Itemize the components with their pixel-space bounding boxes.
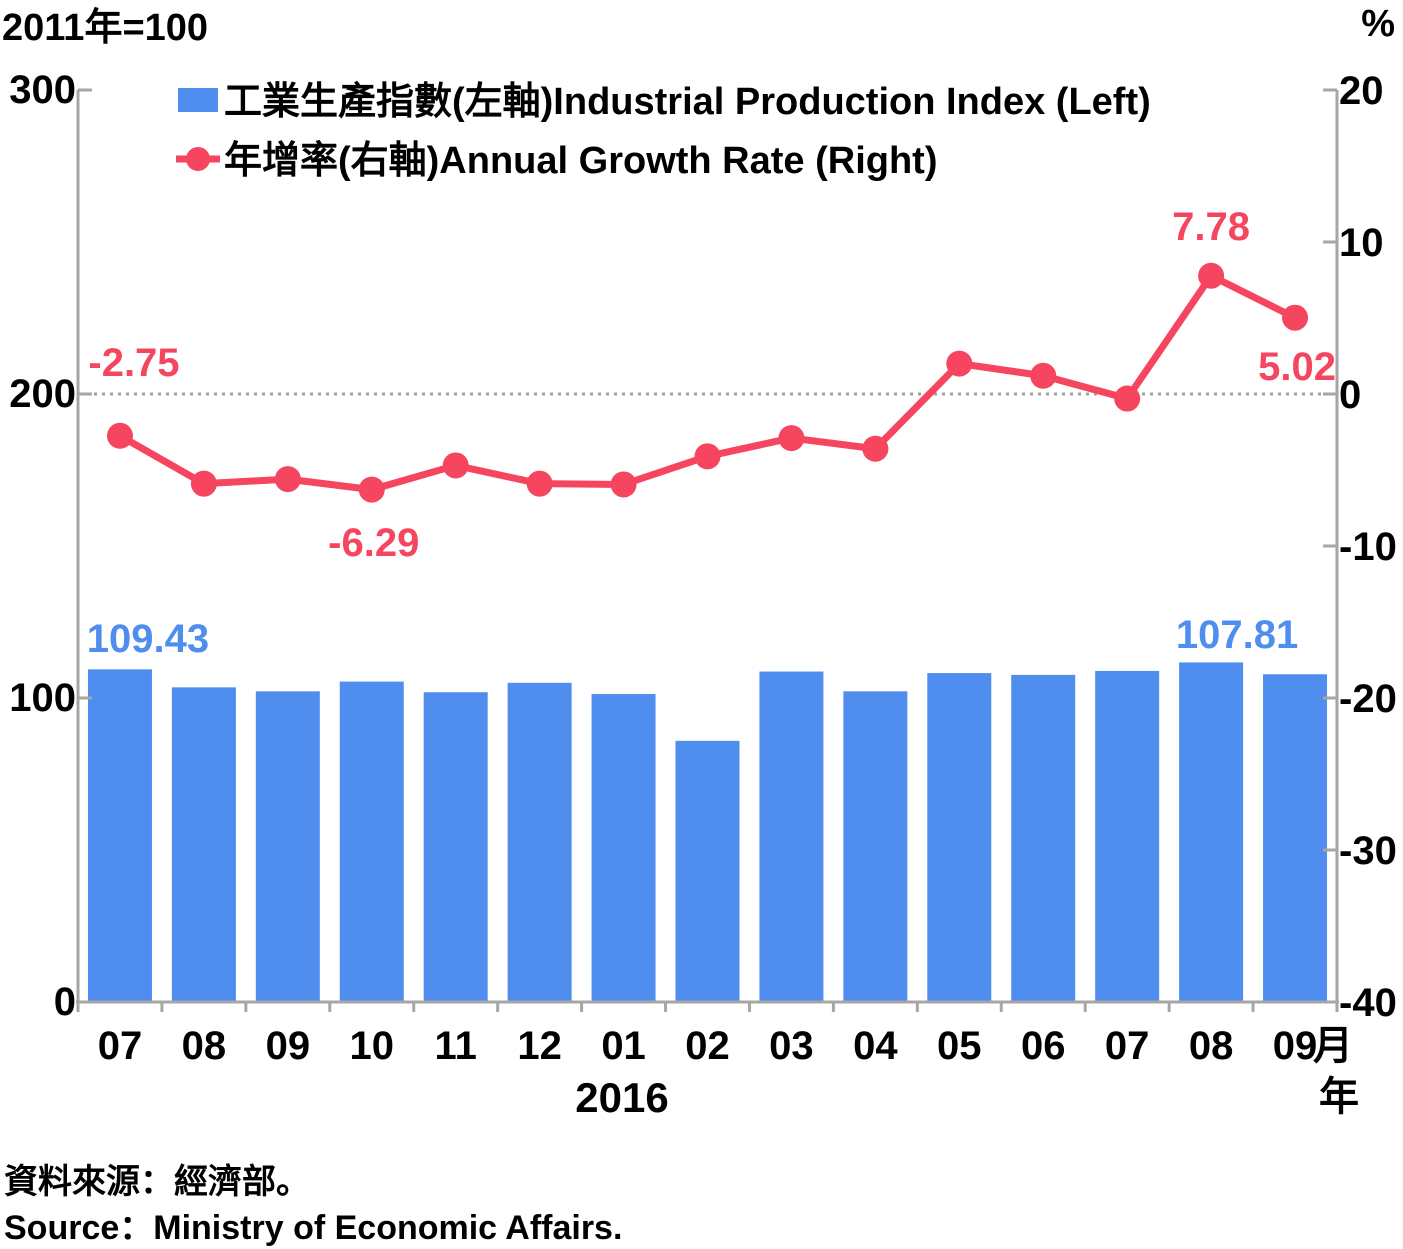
legend-label-bar: 工業生產指數(左軸)Industrial Production Index (L… <box>224 80 1151 123</box>
legend: 工業生產指數(左軸)Industrial Production Index (L… <box>176 80 1151 182</box>
line-data-label-0: -2.75 <box>88 341 179 385</box>
growth-rate-point-2 <box>274 466 301 493</box>
growth-rate-point-1 <box>190 470 217 497</box>
bar-2 <box>255 691 320 1002</box>
source-note-en: Source：Ministry of Economic Affairs. <box>4 1209 623 1247</box>
x-tick-label-9: 04 <box>853 1024 898 1068</box>
growth-rate-point-11 <box>1030 362 1057 389</box>
bar-5 <box>507 682 572 1002</box>
left-tick-label-2: 200 <box>9 372 76 416</box>
right-tick-label-0: -40 <box>1339 981 1397 1025</box>
x-tick-label-11: 06 <box>1021 1024 1066 1068</box>
line-data-label-3: -6.29 <box>328 521 419 565</box>
bar-1 <box>171 687 236 1002</box>
bar-10 <box>927 673 992 1002</box>
bar-12 <box>1095 670 1160 1002</box>
bar-series <box>87 662 1328 1002</box>
left-unit-label: 2011年=100 <box>2 7 208 49</box>
bar-13 <box>1179 662 1244 1002</box>
year-unit-label: 年 <box>1319 1075 1359 1119</box>
growth-rate-point-12 <box>1114 385 1141 412</box>
bar-7 <box>675 740 740 1002</box>
right-tick-label-3: -10 <box>1339 525 1397 569</box>
bar-4 <box>423 692 488 1002</box>
x-tick-label-1: 08 <box>182 1024 227 1068</box>
bar-11 <box>1011 674 1076 1002</box>
growth-rate-point-3 <box>358 476 385 503</box>
x-tick-label-0: 07 <box>98 1024 143 1068</box>
x-tick-label-6: 01 <box>601 1024 646 1068</box>
growth-rate-point-8 <box>778 425 805 452</box>
bar-8 <box>759 671 824 1002</box>
left-tick-label-3: 300 <box>9 68 76 112</box>
bar-data-label-0: 109.43 <box>87 617 209 661</box>
data-labels: 109.43 107.81 -2.75 -6.29 7.78 5.02 <box>87 205 1336 661</box>
growth-rate-point-13 <box>1198 262 1225 289</box>
year-label: 2016 <box>575 1074 668 1121</box>
right-tick-label-1: -30 <box>1339 829 1397 873</box>
line-data-label-14: 5.02 <box>1258 345 1336 389</box>
x-tick-label-4: 11 <box>435 1024 477 1068</box>
x-tick-label-5: 12 <box>517 1024 562 1068</box>
right-tick-label-4: 0 <box>1339 373 1361 417</box>
growth-rate-point-0 <box>106 422 133 449</box>
growth-rate-point-9 <box>862 435 889 462</box>
line-series <box>106 262 1309 503</box>
line-data-label-13: 7.78 <box>1172 205 1250 249</box>
bar-3 <box>339 681 404 1002</box>
bar-data-label-14: 107.81 <box>1176 613 1298 657</box>
x-tick-label-14: 09 <box>1273 1024 1318 1068</box>
x-tick-label-12: 07 <box>1105 1024 1150 1068</box>
left-tick-label-0: 0 <box>54 980 76 1024</box>
x-tick-label-10: 05 <box>937 1024 982 1068</box>
source-note-zh: 資料來源：經濟部。 <box>4 1163 310 1201</box>
x-tick-label-13: 08 <box>1189 1024 1234 1068</box>
growth-rate-point-10 <box>946 350 973 377</box>
legend-swatch-marker <box>186 147 210 171</box>
growth-rate-point-4 <box>442 452 469 479</box>
axes <box>76 88 1339 1012</box>
right-tick-label-6: 20 <box>1339 69 1384 113</box>
bar-9 <box>843 691 908 1002</box>
x-unit-label: 月 <box>1313 1024 1353 1068</box>
legend-label-line: 年增率(右軸)Annual Growth Rate (Right) <box>224 140 937 182</box>
bar-14 <box>1263 674 1328 1002</box>
right-tick-label-2: -20 <box>1339 677 1397 721</box>
right-tick-label-5: 10 <box>1339 221 1384 265</box>
x-tick-label-7: 02 <box>685 1024 730 1068</box>
growth-rate-point-5 <box>526 470 553 497</box>
x-tick-label-2: 09 <box>266 1024 311 1068</box>
bar-0 <box>87 669 152 1002</box>
left-tick-label-1: 100 <box>9 676 76 720</box>
bar-6 <box>591 694 656 1002</box>
x-tick-label-3: 10 <box>350 1024 395 1068</box>
legend-swatch-bar <box>178 88 218 112</box>
right-unit-label: % <box>1361 3 1395 45</box>
x-tick-label-8: 03 <box>769 1024 814 1068</box>
chart: 109.43 107.81 -2.75 -6.29 7.78 5.02 2011年=100… <box>2 3 1397 1121</box>
growth-rate-point-6 <box>610 471 637 498</box>
growth-rate-point-7 <box>694 443 721 470</box>
axis-text: 2011年=100 % 月 2016 年 0100200300-40-30-20… <box>2 3 1397 1121</box>
growth-rate-point-14 <box>1282 304 1309 331</box>
